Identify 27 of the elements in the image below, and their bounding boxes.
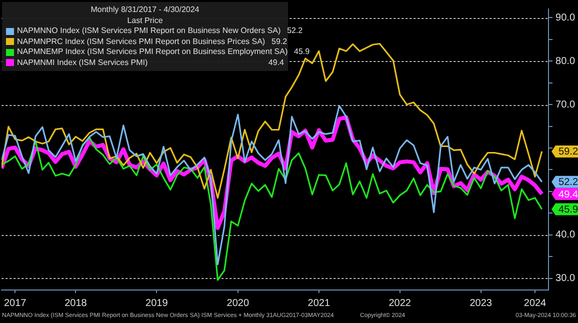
y-tick-label: 70.0 <box>556 99 576 110</box>
x-tick-label: 2023 <box>470 298 492 309</box>
y-tick-label: 40.0 <box>556 230 576 241</box>
legend-label: NAPMNEMP Index (ISM Services PMI Report on Business Employment SA) <box>17 47 288 58</box>
y-tick-label: 30.0 <box>556 273 576 284</box>
y-tick-label: 80.0 <box>556 56 576 67</box>
x-tick-label: 2024 <box>524 298 547 309</box>
legend-label: NAPMNNO Index (ISM Services PMI Report on Business New Orders SA) <box>17 26 281 36</box>
text: 49.4 <box>268 58 284 66</box>
data-label: 59.2 <box>558 146 578 158</box>
legend-label: NAPMNPRC Index (ISM Services PMI Report on Business Prices SA) <box>17 36 266 47</box>
x-tick-label: 2020 <box>226 298 250 309</box>
data-label: 52.2 <box>558 177 578 188</box>
annotation: Last Price <box>126 15 164 26</box>
y-tick-label: 90.0 <box>556 12 576 24</box>
legend-title: Monthly 8/31/2017 - 4/30/2024 <box>90 4 200 15</box>
x-tick-label: 2017 <box>4 298 27 309</box>
legend-label: NAPMNMI Index (ISM Services PMI) <box>17 58 149 68</box>
text: 59.2 <box>272 36 288 46</box>
text: 45.9 <box>294 47 310 56</box>
x-tick-label: 2018 <box>64 298 88 309</box>
text: 52.2 <box>287 26 303 35</box>
x-tick-label: 2022 <box>388 298 412 309</box>
x-tick-label: 2019 <box>146 298 168 309</box>
x-tick-label: 2021 <box>308 298 330 309</box>
data-label: 49.4 <box>558 189 578 200</box>
data-label: 45.9 <box>558 204 578 216</box>
